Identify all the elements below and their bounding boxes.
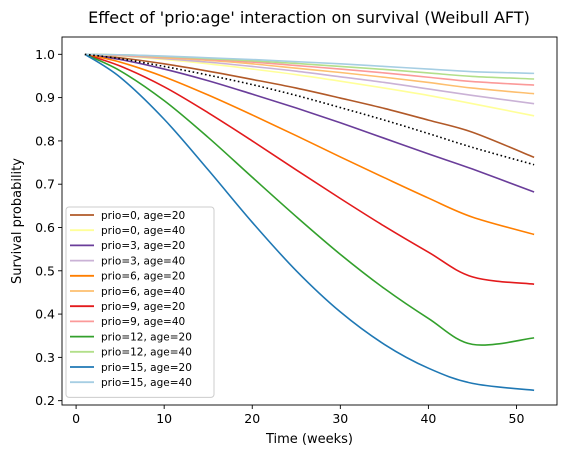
reference-layer (84, 53, 535, 166)
x-axis-label: Time (weeks) (265, 432, 353, 447)
y-tick-label: 0.9 (35, 90, 55, 105)
y-tick-label: 0.5 (35, 263, 55, 278)
plot-frame (61, 36, 558, 406)
y-tick-label: 0.2 (35, 393, 55, 408)
x-tick-label: 20 (244, 411, 260, 426)
legend-label: prio=0, age=40 (101, 225, 185, 237)
y-tick-label: 1.0 (35, 47, 55, 62)
legend-label: prio=12, age=20 (101, 331, 192, 343)
series-line-prio-9-age-20 (84, 53, 535, 286)
legend: prio=0, age=20 prio=0, age=40 prio=3, age=… (65, 206, 215, 398)
legend-label: prio=6, age=20 (101, 271, 185, 283)
series-line-prio-6-age-20 (84, 53, 535, 236)
legend-label: prio=9, age=40 (101, 316, 185, 328)
y-tick-label: 0.4 (35, 307, 55, 322)
series-layer (84, 53, 535, 392)
x-axis: 0 10 20 30 40 50 (72, 405, 524, 426)
series-line-prio-15-age-20 (84, 53, 535, 392)
legend-label: prio=6, age=40 (101, 286, 185, 298)
chart-title: Effect of 'prio:age' interaction on surv… (88, 8, 530, 27)
y-tick-label: 0.6 (35, 220, 55, 235)
y-tick-label: 0.8 (35, 133, 55, 148)
legend-label: prio=3, age=20 (101, 240, 185, 252)
x-tick-label: 30 (332, 411, 348, 426)
series-line-prio-0-age-20 (84, 53, 535, 159)
x-tick-label: 0 (72, 411, 80, 426)
legend-box (65, 206, 215, 398)
y-axis-label: Survival probability (10, 158, 25, 284)
x-tick-label: 50 (509, 411, 525, 426)
legend-label: prio=9, age=20 (101, 301, 185, 313)
legend-label: prio=15, age=40 (101, 377, 192, 389)
reference-dotted-line (84, 53, 535, 166)
x-tick-label: 40 (420, 411, 436, 426)
y-axis: 0.2 0.3 0.4 0.5 0.6 0.7 0.8 0.9 1.0 (35, 47, 62, 408)
y-tick-label: 0.3 (35, 350, 55, 365)
legend-label: prio=12, age=40 (101, 347, 192, 359)
y-tick-label: 0.7 (35, 177, 55, 192)
legend-label: prio=15, age=20 (101, 362, 192, 374)
series-line-prio-15-age-40 (84, 53, 535, 75)
series-line-prio-12-age-20 (84, 53, 535, 346)
legend-label: prio=3, age=40 (101, 255, 185, 267)
x-tick-label: 10 (156, 411, 172, 426)
series-line-prio-3-age-20 (84, 53, 535, 193)
legend-label: prio=0, age=20 (101, 210, 185, 222)
